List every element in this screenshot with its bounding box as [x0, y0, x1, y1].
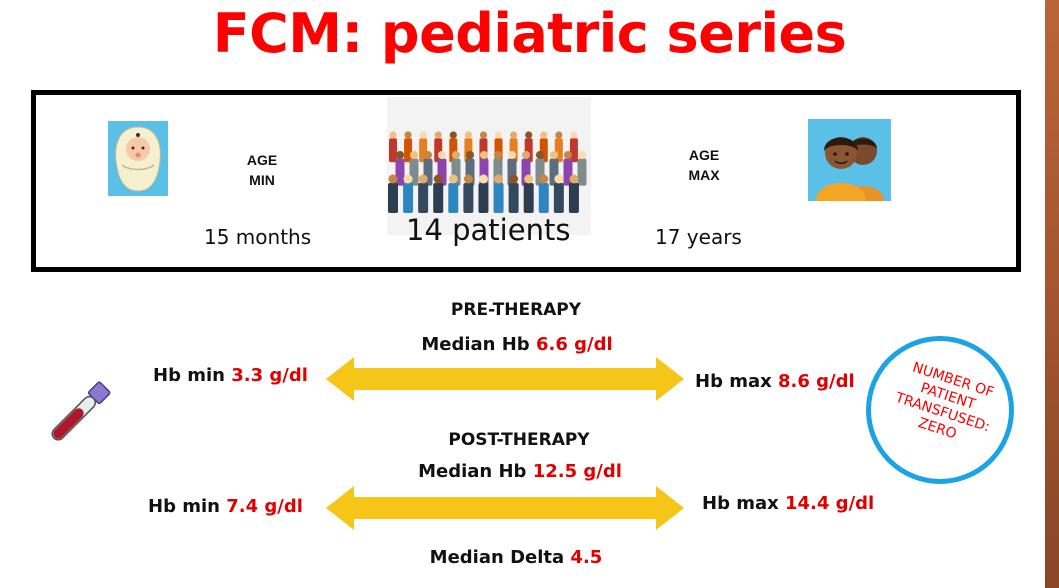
- post-hb-min: Hb min 7.4 g/dl: [148, 496, 303, 517]
- pre-median: Median Hb 6.6 g/dl: [0, 334, 1034, 355]
- slide-title: FCM: pediatric series: [212, 2, 847, 65]
- decorative-side-strip: [1045, 0, 1059, 588]
- age-max-label-line1: AGE: [688, 147, 720, 163]
- post-hb-min-label: Hb min: [148, 496, 227, 517]
- age-min-label-line1: AGE: [246, 152, 278, 168]
- patients-count: 14 patients: [406, 213, 571, 247]
- pre-hb-min-label: Hb min: [153, 365, 232, 386]
- post-therapy-heading: POST-THERAPY: [448, 430, 590, 450]
- pre-hb-max: Hb max 8.6 g/dl: [695, 371, 855, 392]
- stamp-text: NUMBER OF PATIENT TRANSFUSED: ZERO: [874, 353, 1017, 457]
- post-hb-max: Hb max 14.4 g/dl: [702, 493, 874, 514]
- age-max-value: 17 years: [655, 225, 742, 249]
- pre-hb-max-value: 8.6 g/dl: [778, 371, 855, 392]
- crowd-image: [387, 97, 591, 235]
- pre-hb-min-value: 3.3 g/dl: [231, 365, 308, 386]
- post-hb-max-value: 14.4 g/dl: [785, 493, 875, 514]
- pre-range-arrow: [326, 357, 684, 401]
- age-max-label: AGE MAX: [674, 145, 734, 185]
- median-delta: Median Delta 4.5: [0, 547, 1032, 568]
- pre-therapy-heading: PRE-THERAPY: [450, 300, 582, 320]
- post-hb-max-label: Hb max: [702, 493, 785, 514]
- transfused-stamp: NUMBER OF PATIENT TRANSFUSED: ZERO: [866, 336, 1014, 484]
- post-median-value: 12.5 g/dl: [532, 461, 622, 482]
- blood-tube-icon: [36, 374, 120, 454]
- pre-median-label: Median Hb: [421, 334, 536, 355]
- median-delta-value: 4.5: [570, 547, 603, 568]
- post-median: Median Hb 12.5 g/dl: [0, 461, 1040, 482]
- pre-hb-max-label: Hb max: [695, 371, 778, 392]
- age-min-value: 15 months: [204, 225, 312, 249]
- post-range-arrow: [326, 486, 684, 530]
- post-hb-min-value: 7.4 g/dl: [226, 496, 303, 517]
- parents-icon: [808, 119, 891, 201]
- post-median-label: Median Hb: [418, 461, 533, 482]
- age-min-label: AGE MIN: [232, 150, 292, 190]
- age-max-label-line2: MAX: [688, 167, 720, 183]
- age-min-label-line2: MIN: [249, 172, 275, 188]
- median-delta-label: Median Delta: [429, 547, 571, 568]
- baby-icon: [108, 121, 168, 196]
- pre-hb-min: Hb min 3.3 g/dl: [153, 365, 308, 386]
- pre-median-value: 6.6 g/dl: [535, 334, 613, 355]
